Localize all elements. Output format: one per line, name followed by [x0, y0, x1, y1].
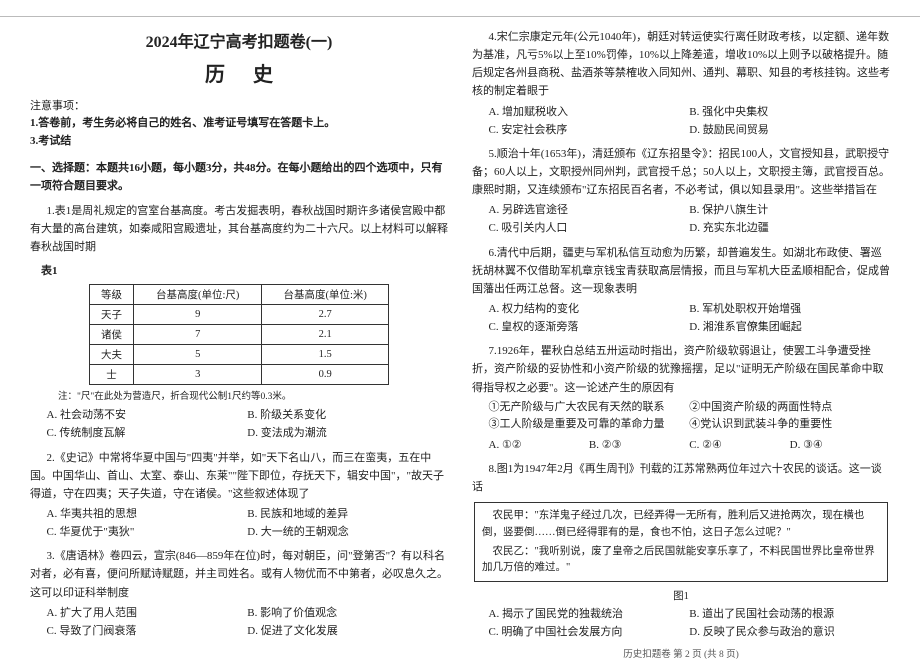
stm-2: ②中国资产阶级的两面性特点: [689, 399, 890, 417]
opt-c: C. ②④: [689, 436, 789, 454]
q1-note: 注："尺"在此处为营造尺，折合现代公制1尺约等0.3米。: [30, 391, 448, 404]
opt-c: C. 吸引关内人口: [489, 219, 690, 237]
opt-d: D. ③④: [790, 436, 890, 454]
opt-d: D. 湘淮系官僚集团崛起: [689, 318, 890, 336]
opt-a: A. 增加赋税收入: [489, 103, 690, 121]
notice-heading: 注意事项：: [30, 97, 448, 113]
opt-d: D. 充实东北边疆: [689, 219, 890, 237]
notice-1: 1.答卷前，考生务必将自己的姓名、准考证号填写在答题卡上。: [30, 115, 448, 133]
opt-a: A. 揭示了国民党的独裁统治: [489, 605, 690, 623]
th: 等级: [89, 285, 134, 305]
opt-c: C. 华夏优于"夷狄": [47, 523, 248, 541]
opt-a: A. 扩大了用人范围: [47, 604, 248, 622]
q5-stem: 5.顺治十年(1653年)，清廷颁布《辽东招垦令》：招民100人，文官授知县，武…: [472, 145, 890, 199]
quote-line-1: 农民甲："东洋鬼子经过几次，已经弄得一无所有，胜利后又进抢两次，现在横也倒，竖要…: [482, 508, 880, 541]
q5-options: A. 另辟选官途径 B. 保护八旗生计 C. 吸引关内人口 D. 充实东北边疆: [472, 201, 890, 237]
q2-options: A. 华夷共祖的思想 B. 民族和地域的差异 C. 华夏优于"夷狄" D. 大一…: [30, 505, 448, 541]
opt-b: B. 民族和地域的差异: [247, 505, 448, 523]
quote-line-2: 农民乙："我听别说，废了皇帝之后民国就能安享乐享了，不料民国世界比皇帝世界加几万…: [482, 544, 880, 577]
section-1-head: 一、选择题：本题共16小题，每小题3分，共48分。在每小题给出的四个选项中，只有…: [30, 160, 448, 195]
q7-stem: 7.1926年，瞿秋白总结五卅运动时指出，资产阶级软弱退让，使罢工斗争遭受挫折，…: [472, 342, 890, 396]
opt-a: A. 权力结构的变化: [489, 300, 690, 318]
q8-options: A. 揭示了国民党的独裁统治 B. 道出了民国社会动荡的根源 C. 明确了中国社…: [472, 605, 890, 641]
right-column: 4.宋仁宗康定元年(公元1040年)，朝廷对转运使实行离任财政考核，以定额、递年…: [472, 28, 890, 640]
table-row: 诸侯72.1: [89, 325, 389, 345]
opt-d: D. 大一统的王朝观念: [247, 523, 448, 541]
q3-options: A. 扩大了用人范围 B. 影响了价值观念 C. 导致了门阀衰落 D. 促进了文…: [30, 604, 448, 640]
opt-c: C. 安定社会秩序: [489, 121, 690, 139]
table-row: 士30.9: [89, 365, 389, 385]
q3-stem: 3.《唐语林》卷四云，宣宗(846—859年在位)时，每对朝臣，问"登第否"？有…: [30, 547, 448, 601]
opt-b: B. 军机处职权开始增强: [689, 300, 890, 318]
opt-b: B. 保护八旗生计: [689, 201, 890, 219]
opt-a: A. 另辟选官途径: [489, 201, 690, 219]
q1-table-label: 表1: [30, 262, 448, 278]
opt-c: C. 导致了门阀衰落: [47, 622, 248, 640]
opt-d: D. 鼓励民间贸易: [689, 121, 890, 139]
th: 台基高度(单位:尺): [134, 285, 261, 305]
opt-b: B. 道出了民国社会动荡的根源: [689, 605, 890, 623]
opt-a: A. 社会动荡不安: [47, 406, 248, 424]
q4-options: A. 增加赋税收入 B. 强化中央集权 C. 安定社会秩序 D. 鼓励民间贸易: [472, 103, 890, 139]
q7-statements: ①无产阶级与广大农民有天然的联系 ②中国资产阶级的两面性特点 ③工人阶级是重要及…: [472, 399, 890, 434]
q6-stem: 6.清代中后期，疆吏与军机私信互动愈为历繁，却普遍发生。如湖北布政使、署巡抚胡林…: [472, 244, 890, 298]
opt-d: D. 变法成为潮流: [247, 424, 448, 442]
q8-quote: 农民甲："东洋鬼子经过几次，已经弄得一无所有，胜利后又进抢两次，现在横也倒，竖要…: [474, 502, 888, 582]
q4-stem: 4.宋仁宗康定元年(公元1040年)，朝廷对转运使实行离任财政考核，以定额、递年…: [472, 28, 890, 101]
opt-a: A. 华夷共祖的思想: [47, 505, 248, 523]
opt-b: B. ②③: [589, 436, 689, 454]
q8-stem: 8.图1为1947年2月《再生周刊》刊载的江苏常熟两位年过六十农民的谈话。这一谈…: [472, 460, 890, 496]
th: 台基高度(单位:米): [261, 285, 389, 305]
opt-c: C. 皇权的逐渐旁落: [489, 318, 690, 336]
stm-1: ①无产阶级与广大农民有天然的联系: [489, 399, 690, 417]
table-row: 大夫51.5: [89, 345, 389, 365]
stm-3: ③工人阶级是重要及可靠的革命力量: [489, 416, 690, 434]
opt-b: B. 强化中央集权: [689, 103, 890, 121]
opt-c: C. 传统制度瓦解: [47, 424, 248, 442]
q2-stem: 2.《史记》中常将华夏中国与"四夷"并举，如"天下名山八，而三在蛮夷，五在中国。…: [30, 449, 448, 503]
opt-b: B. 影响了价值观念: [247, 604, 448, 622]
q6-options: A. 权力结构的变化 B. 军机处职权开始增强 C. 皇权的逐渐旁落 D. 湘淮…: [472, 300, 890, 336]
q1-options: A. 社会动荡不安 B. 阶级关系变化 C. 传统制度瓦解 D. 变法成为潮流: [30, 406, 448, 442]
table-row: 等级 台基高度(单位:尺) 台基高度(单位:米): [89, 285, 389, 305]
notice-3: 3.考试结: [30, 133, 448, 151]
stm-4: ④党认识到武装斗争的重要性: [689, 416, 890, 434]
main-title: 2024年辽宁高考扣题卷(一): [30, 28, 448, 52]
opt-b: B. 阶级关系变化: [247, 406, 448, 424]
opt-a: A. ①②: [489, 436, 589, 454]
opt-c: C. 明确了中国社会发展方向: [489, 623, 690, 641]
page-footer: 历史扣题卷 第 2 页 (共 8 页): [472, 646, 890, 660]
opt-d: D. 反映了民众参与政治的意识: [689, 623, 890, 641]
q1-table: 等级 台基高度(单位:尺) 台基高度(单位:米) 天子92.7 诸侯72.1 大…: [89, 284, 390, 385]
q1-stem: 1.表1是周礼规定的宫室台基高度。考古发掘表明，春秋战国时期许多诸侯宫殿中都有大…: [30, 202, 448, 256]
left-column: 2024年辽宁高考扣题卷(一) 历史 注意事项： 1.答卷前，考生务必将自己的姓…: [30, 28, 448, 640]
q7-options: A. ①② B. ②③ C. ②④ D. ③④: [472, 436, 890, 454]
q8-figure-caption: 图1: [472, 588, 890, 603]
table-row: 天子92.7: [89, 305, 389, 325]
opt-d: D. 促进了文化发展: [247, 622, 448, 640]
subject-title: 历史: [30, 58, 448, 87]
